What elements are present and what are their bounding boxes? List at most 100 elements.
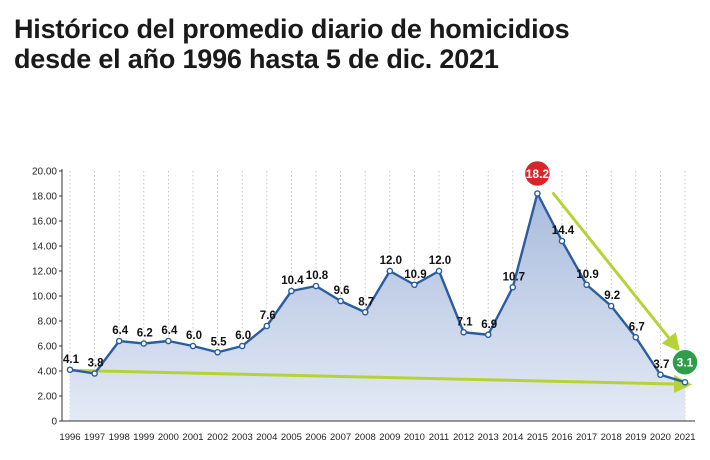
data-label-2016: 14.4 bbox=[552, 225, 575, 237]
highlight-badge-2021 bbox=[671, 348, 699, 376]
x-tick-label-2006: 2006 bbox=[305, 432, 326, 443]
trend-arrow-1996-2021 bbox=[68, 368, 692, 394]
x-tick-label-2017: 2017 bbox=[576, 432, 597, 443]
trend-arrows bbox=[68, 192, 692, 394]
data-point-2001 bbox=[189, 342, 197, 350]
data-point-2017 bbox=[583, 281, 590, 289]
data-label-2008: 8.7 bbox=[358, 296, 374, 308]
data-label-2017: 10.9 bbox=[576, 269, 598, 281]
data-label-2006: 10.8 bbox=[306, 270, 329, 282]
data-point-2013 bbox=[484, 331, 492, 339]
data-point-2006 bbox=[312, 282, 320, 290]
data-label-1998: 6.4 bbox=[112, 325, 129, 337]
x-tick-label-2002: 2002 bbox=[207, 432, 228, 443]
series-line-group bbox=[69, 192, 686, 384]
x-tick-label-2003: 2003 bbox=[232, 432, 253, 443]
data-point-2020 bbox=[657, 371, 664, 379]
data-point-2018 bbox=[607, 302, 615, 310]
data-label-2014: 10.7 bbox=[503, 271, 525, 283]
series-line bbox=[69, 192, 686, 384]
data-label-2005: 10.4 bbox=[281, 275, 304, 287]
highlight-badge-2015 bbox=[523, 159, 552, 188]
data-point-2021 bbox=[681, 378, 689, 386]
area-fill bbox=[70, 193, 685, 421]
y-tick-label-0: 0 bbox=[51, 417, 57, 428]
x-tick-label-2007: 2007 bbox=[330, 432, 351, 443]
data-label-2020: 3.7 bbox=[653, 359, 669, 371]
x-tick-label-2009: 2009 bbox=[379, 432, 400, 443]
y-tick-label-9: 18.00 bbox=[32, 192, 57, 203]
y-tick-label-8: 16.00 bbox=[32, 217, 57, 228]
data-point-2007 bbox=[337, 297, 344, 305]
x-tick-label-2018: 2018 bbox=[601, 432, 622, 443]
x-tick-label-2000: 2000 bbox=[158, 432, 179, 443]
x-tick-label-2011: 2011 bbox=[429, 432, 449, 443]
axes bbox=[61, 169, 695, 422]
data-point-1997 bbox=[91, 370, 98, 377]
area-fill-group bbox=[70, 193, 685, 421]
data-label-2001: 6.0 bbox=[186, 330, 202, 342]
data-point-2014 bbox=[509, 283, 517, 291]
x-tick-label-2005: 2005 bbox=[281, 432, 302, 443]
x-tick-label-2020: 2020 bbox=[650, 432, 671, 443]
y-tick-label-10: 20.00 bbox=[32, 167, 57, 178]
data-point-1999 bbox=[140, 340, 148, 347]
y-tick-label-7: 14.00 bbox=[32, 242, 57, 253]
y-tick-label-3: 6.00 bbox=[38, 342, 58, 353]
data-point-2019 bbox=[632, 333, 640, 341]
chart-title-line-2: desde el año 1996 hasta 5 de dic. 2021 bbox=[14, 44, 499, 74]
y-tick-label-4: 8.00 bbox=[38, 317, 58, 328]
x-tick-label-2016: 2016 bbox=[551, 432, 572, 443]
y-tick-label-5: 10.00 bbox=[32, 292, 57, 303]
data-label-1996: 4.1 bbox=[63, 354, 80, 366]
x-tick-label-1998: 1998 bbox=[109, 432, 130, 443]
highlight-label-2015: 18.2 bbox=[526, 167, 550, 181]
data-label-2012: 7.1 bbox=[457, 316, 474, 328]
x-tick-label-1999: 1999 bbox=[133, 432, 154, 443]
x-tick-label-2015: 2015 bbox=[527, 432, 548, 443]
x-tick-label-2004: 2004 bbox=[256, 432, 277, 443]
trend-arrow-2015-2020 bbox=[551, 192, 681, 352]
x-tick-label-2019: 2019 bbox=[625, 432, 646, 443]
data-label-2004: 7.6 bbox=[260, 310, 276, 322]
x-tick-label-2010: 2010 bbox=[404, 432, 425, 443]
data-point-2000 bbox=[165, 337, 172, 345]
x-tick-label-2001: 2001 bbox=[182, 432, 203, 443]
data-point-1998 bbox=[115, 337, 123, 345]
data-label-1999: 6.2 bbox=[137, 328, 153, 340]
data-point-2003 bbox=[238, 342, 246, 350]
highlight-label-2021: 3.1 bbox=[677, 356, 694, 370]
y-tick-label-6: 12.00 bbox=[32, 267, 57, 278]
data-label-2000: 6.4 bbox=[161, 325, 178, 337]
data-label-2011: 12.0 bbox=[429, 255, 451, 267]
x-tick-label-2021: 2021 bbox=[674, 432, 695, 443]
data-label-2018: 9.2 bbox=[604, 290, 620, 302]
y-tick-label-1: 2.00 bbox=[38, 392, 58, 403]
data-label-2007: 9.6 bbox=[334, 285, 350, 297]
data-point-2002 bbox=[214, 348, 221, 356]
x-tick-label-2014: 2014 bbox=[502, 432, 523, 443]
data-point-2009 bbox=[386, 267, 394, 275]
data-label-1997: 3.8 bbox=[88, 358, 105, 370]
data-label-2009: 12.0 bbox=[380, 255, 402, 267]
data-label-2002: 5.5 bbox=[211, 336, 228, 348]
x-axis-ticks: 1996 1997 1998 1999 2000 2001 2002 2003 2004 2005… bbox=[59, 432, 695, 443]
x-tick-label-2008: 2008 bbox=[355, 432, 376, 443]
data-labels: 4.1 3.8 6.4 6.2 6.4 6.0 5.5 6.0 7.6 10.4 10.8 9.6 8.… bbox=[63, 159, 699, 376]
chart-title-line-1: Histórico del promedio diario de homicid… bbox=[14, 14, 570, 44]
data-point-2008 bbox=[361, 308, 369, 316]
y-tick-label-2: 4.00 bbox=[38, 367, 58, 378]
y-axis-ticks: 0 2.00 4.00 6.00 8.00 10.00 12.00 14.00 16.00 18.… bbox=[32, 167, 62, 428]
data-label-2013: 6.9 bbox=[481, 319, 497, 331]
x-tick-label-2013: 2013 bbox=[478, 432, 499, 443]
data-points bbox=[66, 190, 689, 386]
data-point-2015 bbox=[534, 190, 541, 197]
data-point-2016 bbox=[558, 237, 566, 245]
data-point-2004 bbox=[263, 322, 271, 330]
x-tick-label-2012: 2012 bbox=[453, 432, 474, 443]
data-label-2003: 6.0 bbox=[235, 330, 251, 342]
data-point-2011 bbox=[435, 267, 443, 275]
data-point-2012 bbox=[460, 328, 467, 336]
data-point-2010 bbox=[411, 281, 418, 289]
